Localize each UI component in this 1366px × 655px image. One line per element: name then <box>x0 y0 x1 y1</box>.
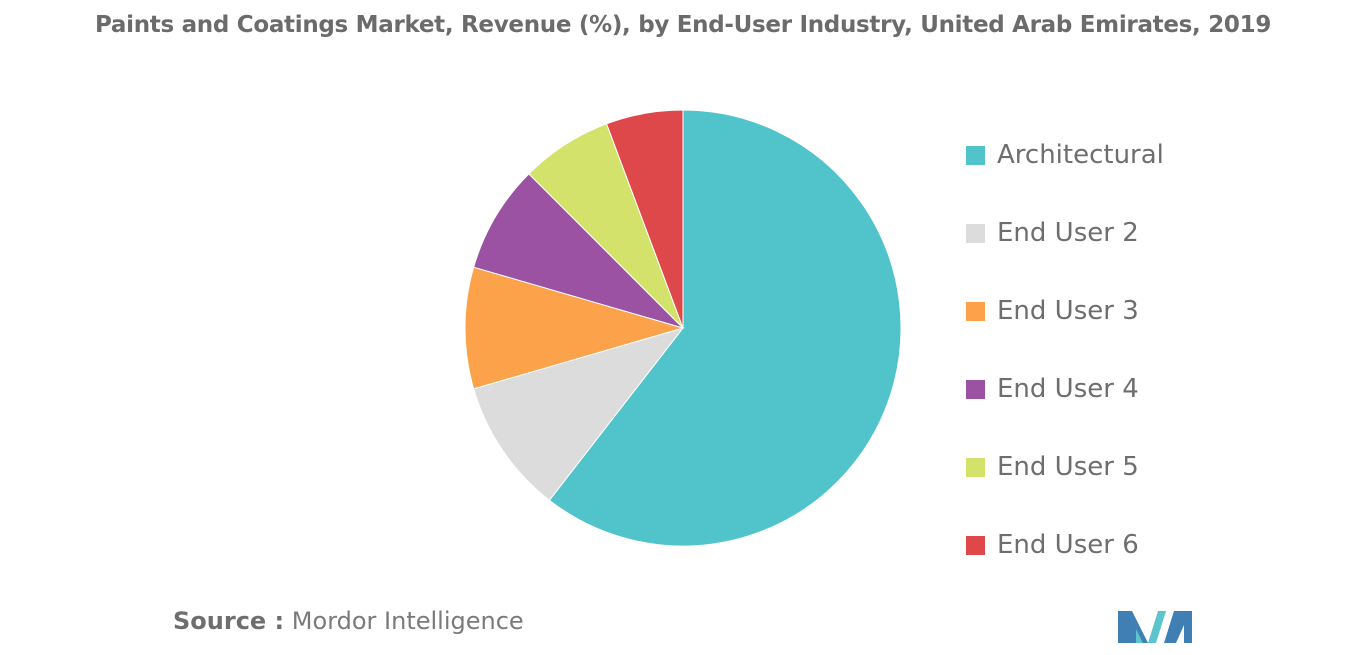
legend-label: End User 5 <box>997 452 1139 482</box>
pie-slice-2 <box>473 327 685 501</box>
logo-shape-right <box>1164 611 1192 643</box>
pie-slice-6 <box>605 109 684 329</box>
legend-swatch <box>966 379 985 399</box>
legend-item-6: End User 6 <box>966 506 1164 584</box>
logo-shape-left <box>1118 611 1148 643</box>
legend-item-1: Architectural <box>966 116 1164 194</box>
legend-item-4: End User 4 <box>966 350 1164 428</box>
legend-swatch <box>966 457 985 477</box>
legend-label: End User 6 <box>997 530 1139 560</box>
pie-slice-1 <box>548 109 902 547</box>
legend-label: End User 3 <box>997 296 1139 326</box>
legend-label: End User 4 <box>997 374 1139 404</box>
legend-item-3: End User 3 <box>966 272 1164 350</box>
source-text: Mordor Intelligence <box>291 607 524 635</box>
legend-swatch <box>966 223 985 243</box>
logo-shape-center <box>1148 611 1166 643</box>
source-note: Source : Mordor Intelligence <box>173 607 524 635</box>
mordor-logo-icon <box>1118 611 1192 643</box>
chart-title: Paints and Coatings Market, Revenue (%),… <box>94 12 1272 38</box>
legend-item-5: End User 5 <box>966 428 1164 506</box>
legend-swatch <box>966 145 985 165</box>
logo-shape-mid <box>1136 629 1143 643</box>
legend-label: Architectural <box>997 140 1164 170</box>
legend-label: End User 2 <box>997 218 1139 248</box>
source-prefix: Source : <box>173 607 285 635</box>
legend-item-2: End User 2 <box>966 194 1164 272</box>
pie-slice-3 <box>464 266 685 390</box>
legend-swatch <box>966 535 985 555</box>
legend-swatch <box>966 301 985 321</box>
pie-slice-4 <box>473 173 684 329</box>
chart-legend: Architectural End User 2 End User 3 End Use… <box>966 116 1164 584</box>
